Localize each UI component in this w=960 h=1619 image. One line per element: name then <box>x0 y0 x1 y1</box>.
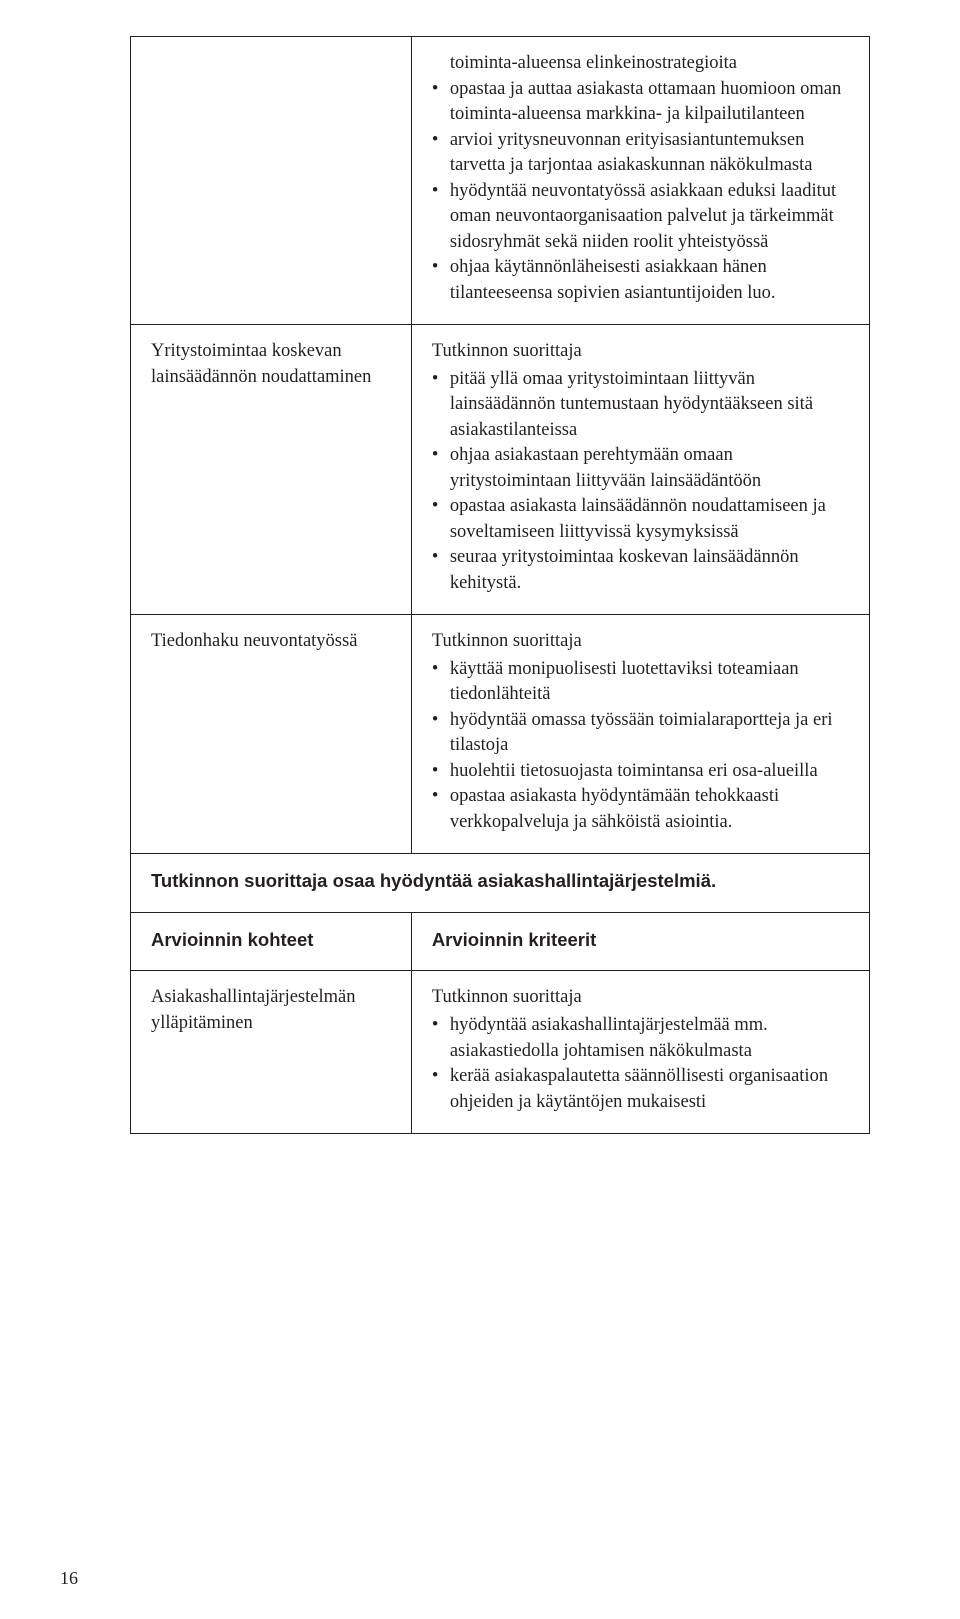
list-item: opastaa asiakasta hyödyntämään tehokkaas… <box>432 784 849 835</box>
table-row: Tutkinnon suorittaja osaa hyödyntää asia… <box>131 854 870 913</box>
column-header: Arvioinnin kriteerit <box>432 929 596 950</box>
list-item: huolehtii tietosuojasta toimintansa eri … <box>432 759 849 785</box>
list-item: kerää asiakaspalautetta säännöllisesti o… <box>432 1064 849 1115</box>
table-row: Asiakashallintajärjestelmän ylläpitämine… <box>131 971 870 1134</box>
row-content-cell: Tutkinnon suorittaja hyödyntää asiakasha… <box>411 971 869 1134</box>
section-heading: Tutkinnon suorittaja osaa hyödyntää asia… <box>151 870 716 891</box>
table-row: Arvioinnin kohteet Arvioinnin kriteerit <box>131 912 870 971</box>
bullet-list: käyttää monipuolisesti luotettaviksi tot… <box>432 657 849 836</box>
continuation-line: toiminta-alueensa elinkeinostrategioita <box>432 51 849 77</box>
list-item: opastaa asiakasta lainsäädännön noudatta… <box>432 494 849 545</box>
table-row: toiminta-alueensa elinkeinostrategioita … <box>131 37 870 325</box>
list-item: opastaa ja auttaa asiakasta ottamaan huo… <box>432 77 849 128</box>
row-label: Tiedonhaku neuvontatyössä <box>151 631 357 651</box>
bullet-list: pitää yllä omaa yritystoimintaan liittyv… <box>432 367 849 597</box>
list-item: arvioi yritysneuvonnan erityisasian­tunt… <box>432 128 849 179</box>
bullet-list: hyödyntää asiakashallintajärjestelmää mm… <box>432 1013 849 1115</box>
criteria-table: toiminta-alueensa elinkeinostrategioita … <box>130 36 870 1134</box>
lead-text: Tutkinnon suorittaja <box>432 339 849 365</box>
column-header-left: Arvioinnin kohteet <box>131 912 412 971</box>
page-number: 16 <box>60 1568 78 1589</box>
column-header: Arvioinnin kohteet <box>151 929 313 950</box>
lead-text: Tutkinnon suorittaja <box>432 985 849 1011</box>
list-item: hyödyntää asiakashallintajärjestelmää mm… <box>432 1013 849 1064</box>
list-item: ohjaa asiakastaan perehtymään omaan yrit… <box>432 443 849 494</box>
row-label: Asiakashallintajärjestelmän ylläpitämine… <box>151 987 355 1033</box>
table-row: Tiedonhaku neuvontatyössä Tutkinnon suor… <box>131 615 870 854</box>
row-label-cell <box>131 37 412 325</box>
row-label-cell: Tiedonhaku neuvontatyössä <box>131 615 412 854</box>
row-label: Yritystoimintaa koskevan lainsäädännön n… <box>151 341 371 387</box>
lead-text: Tutkinnon suorittaja <box>432 629 849 655</box>
list-item: hyödyntää omassa työssään toimiala­rapor… <box>432 708 849 759</box>
document-page: toiminta-alueensa elinkeinostrategioita … <box>0 0 960 1619</box>
row-content-cell: toiminta-alueensa elinkeinostrategioita … <box>411 37 869 325</box>
bullet-list: opastaa ja auttaa asiakasta ottamaan huo… <box>432 77 849 307</box>
list-item: seuraa yritystoimintaa koskevan lain­sää… <box>432 545 849 596</box>
column-header-right: Arvioinnin kriteerit <box>411 912 869 971</box>
list-item: ohjaa käytännönläheisesti asiakkaan häne… <box>432 255 849 306</box>
list-item: käyttää monipuolisesti luotettaviksi tot… <box>432 657 849 708</box>
section-heading-cell: Tutkinnon suorittaja osaa hyödyntää asia… <box>131 854 870 913</box>
table-row: Yritystoimintaa koskevan lainsäädännön n… <box>131 325 870 615</box>
row-content-cell: Tutkinnon suorittaja pitää yllä omaa yri… <box>411 325 869 615</box>
row-label-cell: Asiakashallintajärjestelmän ylläpitämine… <box>131 971 412 1134</box>
list-item: pitää yllä omaa yritystoimintaan liittyv… <box>432 367 849 444</box>
list-item: hyödyntää neuvontatyössä asiakkaan eduks… <box>432 179 849 256</box>
row-content-cell: Tutkinnon suorittaja käyttää monipuolise… <box>411 615 869 854</box>
row-label-cell: Yritystoimintaa koskevan lainsäädännön n… <box>131 325 412 615</box>
